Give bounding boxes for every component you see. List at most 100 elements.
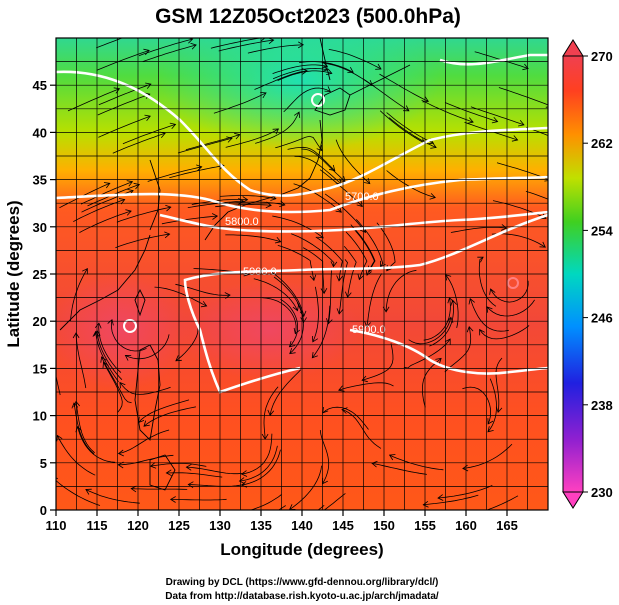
coast-luzon: [134, 344, 161, 441]
contour-5900-b: [349, 328, 548, 375]
streamline-arrowhead: [103, 182, 111, 189]
streamline: [122, 124, 176, 145]
streamline: [142, 44, 197, 62]
streamline-arrowhead: [338, 385, 345, 392]
streamline: [116, 206, 171, 223]
x-tick-label: 165: [496, 518, 518, 533]
streamline: [185, 134, 240, 151]
y-tick-label: 45: [33, 78, 47, 93]
streamline: [241, 433, 273, 475]
streamline-arrowhead: [238, 477, 245, 484]
x-tick-label: 140: [291, 518, 313, 533]
streamline-arrowhead: [175, 355, 182, 362]
streamline-arrowhead: [300, 317, 307, 324]
streamline: [469, 298, 509, 332]
streamline-arrowhead: [226, 136, 233, 143]
streamline-arrowhead: [48, 340, 54, 345]
x-tick-label: 155: [414, 518, 436, 533]
streamline: [254, 70, 308, 90]
streamline: [450, 226, 507, 233]
y-tick-label: 10: [33, 409, 47, 424]
streamline: [498, 87, 548, 106]
coast-china: [59, 234, 151, 331]
y-axis-ticks: 0 5 10 15 20 25 30 35 40 45: [33, 78, 56, 518]
streamline: [96, 38, 124, 49]
streamline: [385, 269, 417, 312]
streamline-arrowhead: [279, 200, 286, 207]
streamline-arrowhead: [297, 41, 304, 49]
streamline-arrowhead: [211, 213, 219, 220]
y-tick-label: 20: [33, 314, 47, 329]
colorbar-gradient: [562, 55, 584, 493]
streamline: [154, 286, 207, 307]
streamline-arrowhead: [388, 454, 396, 461]
y-tick-label: 5: [40, 456, 47, 471]
credit-line-1: Drawing by DCL (https://www.gfd-dennou.o…: [166, 577, 439, 588]
contour-labels: 5800.0 5900.0 5700.0 5900.0: [225, 191, 386, 336]
streamline: [389, 454, 444, 471]
streamline-arrowhead: [234, 521, 239, 527]
streamline: [97, 93, 150, 116]
contour-label-5800: 5800.0: [225, 216, 259, 228]
colorbar-ticks: 270 262 254 246 238 230: [583, 49, 613, 500]
streamline: [166, 472, 223, 478]
y-tick-label: 40: [33, 125, 47, 140]
streamline: [85, 489, 140, 504]
streamline: [341, 409, 382, 449]
streamline-arrowhead: [107, 318, 114, 326]
streamline: [98, 83, 152, 106]
streamline-arrowhead: [364, 321, 371, 328]
streamline-arrowhead: [164, 231, 171, 239]
streamline-arrowhead: [324, 86, 331, 93]
streamline-arrowhead: [113, 87, 121, 94]
contour-label-5700: 5700.0: [345, 191, 379, 203]
streamline: [170, 498, 227, 501]
streamline-arrowhead: [477, 256, 484, 263]
streamline: [119, 382, 171, 395]
coast-kurils: [349, 64, 411, 96]
streamline-arrowhead: [422, 500, 429, 508]
streamline-arrowhead: [260, 92, 267, 99]
colorbar-tick-label: 246: [591, 311, 613, 326]
streamline: [79, 210, 132, 233]
streamline-arrowhead: [429, 193, 436, 200]
x-tick-label: 110: [46, 518, 67, 533]
low-center-north-icon: [311, 93, 325, 107]
streamline: [225, 128, 279, 148]
streamline-arrowhead: [371, 460, 378, 468]
credit-line-2: Data from http://database.rish.kyoto-u.a…: [165, 591, 439, 602]
streamline: [315, 236, 343, 281]
streamline-arrowhead: [495, 406, 503, 413]
streamline: [56, 480, 101, 506]
coast-sakhalin: [319, 38, 331, 81]
streamline: [361, 343, 394, 381]
streamline-arrowhead: [242, 196, 249, 203]
streamline-arrowhead: [403, 105, 410, 112]
streamline-arrowhead: [468, 297, 475, 305]
streamline-arrowhead: [169, 122, 177, 130]
streamline: [80, 181, 133, 205]
streamline: [355, 219, 384, 267]
streamline: [379, 73, 429, 102]
streamline: [350, 224, 376, 272]
streamline-arrowhead: [200, 301, 208, 308]
streamline: [429, 300, 454, 347]
streamline-arrowhead: [289, 347, 296, 355]
streamline: [255, 111, 300, 144]
streamline-arrowhead: [487, 418, 494, 425]
streamline-arrowhead: [165, 469, 172, 477]
streamline: [73, 402, 95, 455]
streamline-arrowhead: [124, 354, 132, 361]
streamline: [328, 49, 382, 70]
streamline: [249, 494, 282, 510]
streamline-arrowhead: [430, 142, 437, 149]
streamline-arrowhead: [330, 261, 338, 268]
streamline-arrowhead: [316, 144, 323, 152]
streamline: [77, 426, 116, 463]
streamline: [371, 462, 427, 475]
streamline: [56, 435, 96, 476]
streamline: [423, 297, 451, 341]
streamline: [98, 115, 151, 138]
streamline: [56, 374, 61, 396]
streamline: [220, 195, 276, 200]
